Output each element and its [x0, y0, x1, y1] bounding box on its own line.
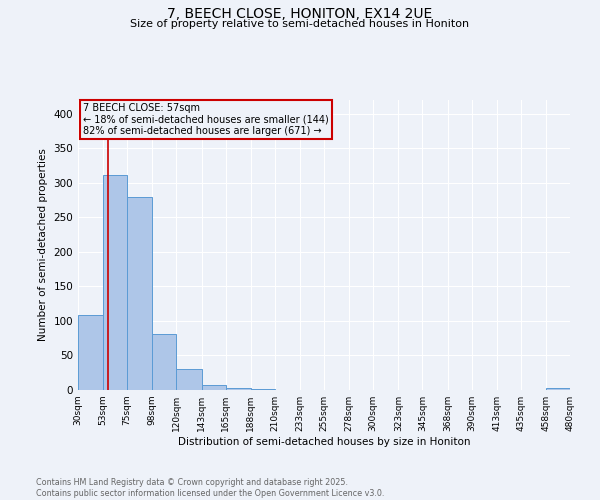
- Bar: [103, 174, 127, 390]
- Bar: [251, 388, 275, 390]
- Bar: [127, 196, 152, 390]
- Bar: [202, 385, 226, 390]
- Text: 7, BEECH CLOSE, HONITON, EX14 2UE: 7, BEECH CLOSE, HONITON, EX14 2UE: [167, 8, 433, 22]
- Text: Contains HM Land Registry data © Crown copyright and database right 2025.
Contai: Contains HM Land Registry data © Crown c…: [36, 478, 385, 498]
- Bar: [226, 388, 251, 390]
- Bar: [78, 316, 103, 390]
- Text: Size of property relative to semi-detached houses in Honiton: Size of property relative to semi-detach…: [130, 19, 470, 29]
- Bar: [546, 388, 570, 390]
- Text: 7 BEECH CLOSE: 57sqm
← 18% of semi-detached houses are smaller (144)
82% of semi: 7 BEECH CLOSE: 57sqm ← 18% of semi-detac…: [83, 103, 329, 136]
- Bar: [152, 334, 176, 390]
- Bar: [176, 370, 202, 390]
- X-axis label: Distribution of semi-detached houses by size in Honiton: Distribution of semi-detached houses by …: [178, 437, 470, 447]
- Y-axis label: Number of semi-detached properties: Number of semi-detached properties: [38, 148, 48, 342]
